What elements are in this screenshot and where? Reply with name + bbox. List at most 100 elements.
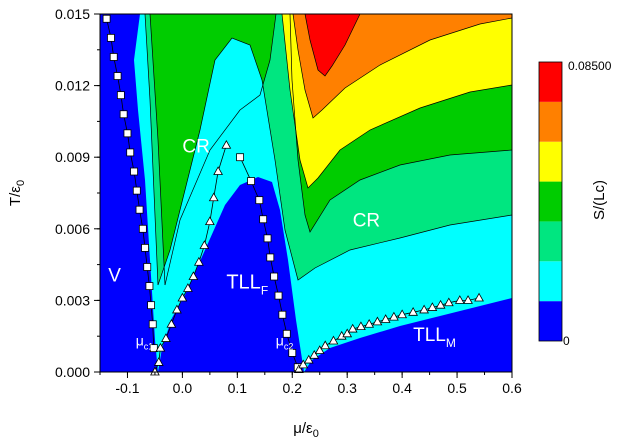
- triangle-marker: [364, 318, 375, 328]
- region-label-subscript: c2: [284, 342, 294, 352]
- square-marker: [119, 110, 128, 119]
- region-label: V: [108, 265, 121, 286]
- colorbar-segment: [539, 141, 562, 182]
- contour-line: [281, 13, 513, 189]
- triangle-marker: [153, 357, 164, 366]
- colorbar-max-label: 0.08500: [568, 59, 612, 73]
- square-marker: [107, 33, 115, 42]
- triangle-marker: [419, 304, 429, 314]
- square-marker: [236, 153, 244, 162]
- colorbar-segment: [539, 101, 562, 142]
- y-tick-label: 0.015: [55, 6, 90, 22]
- square-marker: [135, 205, 144, 214]
- square-marker: [259, 215, 268, 224]
- triangle-marker: [380, 314, 391, 323]
- triangle-marker: [208, 192, 219, 202]
- triangle-marker: [293, 364, 304, 374]
- triangle-marker: [221, 139, 232, 149]
- region-label: μc1: [136, 333, 154, 352]
- x-tick-label: 0.5: [447, 380, 467, 396]
- y-tick-label: 0.006: [55, 221, 90, 237]
- y-axis-title-main: T/ε: [7, 186, 24, 206]
- triangle-marker: [155, 342, 166, 352]
- triangle-marker: [454, 295, 465, 304]
- region-label-text: TLL: [413, 325, 446, 346]
- x-tick-label: 0.2: [283, 380, 303, 396]
- square-marker: [266, 253, 275, 262]
- x-axis: -0.1 0.0 0.1 0.2 0.3 0.4 0.5 0.6: [99, 372, 522, 396]
- colorbar-segment: [539, 261, 562, 302]
- square-marker: [247, 177, 255, 185]
- triangle-marker: [356, 321, 366, 331]
- x-axis-title-sub: 0: [313, 428, 319, 440]
- square-marker: [116, 91, 125, 100]
- triangle-marker: [183, 283, 193, 292]
- colorbar-frame: [538, 61, 563, 342]
- triangle-marker: [372, 316, 383, 326]
- phase-boundary-markers: [102, 14, 484, 376]
- triangle-marker: [314, 345, 325, 354]
- x-tick-label: 0.3: [337, 380, 357, 396]
- x-tick-label: -0.1: [115, 380, 139, 396]
- square-marker: [141, 243, 149, 252]
- contour-line: [164, 13, 277, 286]
- x-tick-label: 0.4: [392, 380, 412, 396]
- band-blue-tllf: [158, 177, 304, 372]
- triangle-marker: [199, 240, 210, 249]
- square-marker: [263, 234, 272, 243]
- contour-line: [304, 13, 361, 77]
- y-axis: 0.000 0.003 0.006 0.009 0.012 0.015: [55, 6, 100, 380]
- triangle-marker: [342, 328, 353, 338]
- triangle-marker: [166, 318, 177, 328]
- triangle-marker: [347, 323, 358, 333]
- triangle-marker: [443, 297, 454, 307]
- region-label-subscript: c1: [144, 342, 154, 352]
- square-marker: [270, 272, 279, 281]
- y-tick-label: 0.003: [55, 292, 90, 308]
- square-marker: [130, 167, 138, 176]
- square-marker: [278, 310, 287, 319]
- triangle-marker: [474, 292, 484, 302]
- region-label-text: TLL: [226, 271, 260, 293]
- band-red: [305, 14, 360, 76]
- square-marker: [109, 53, 118, 61]
- band-blue-tllm: [304, 298, 512, 372]
- region-label-text: V: [108, 265, 121, 286]
- region-label: CR: [182, 136, 209, 157]
- x-tick-label: 0.0: [173, 380, 193, 396]
- y-tick-label: 0.012: [55, 78, 90, 94]
- triangle-marker: [389, 311, 399, 321]
- triangle-marker: [172, 304, 182, 314]
- y-tick-label: 0.009: [55, 149, 90, 165]
- triangle-marker: [463, 295, 473, 304]
- y-axis-title: T/ε0: [7, 180, 27, 206]
- square-marker: [145, 282, 154, 290]
- triangle-marker: [408, 307, 419, 316]
- y-axis-title-sub: 0: [15, 180, 27, 186]
- triangle-marker: [298, 359, 309, 369]
- colorbar: [538, 61, 563, 342]
- region-label: TLLF: [226, 271, 268, 297]
- region-label-text: μ: [276, 333, 284, 349]
- triangle-marker: [328, 335, 339, 345]
- triangle-marker: [177, 292, 188, 302]
- triangle-marker: [193, 256, 204, 266]
- triangle-marker: [320, 340, 331, 350]
- square-marker: [123, 129, 132, 138]
- x-axis-title: μ/ε0: [293, 420, 319, 440]
- triangle-marker: [309, 349, 320, 359]
- triangle-marker: [204, 216, 215, 226]
- square-marker: [288, 349, 297, 357]
- square-marker: [149, 344, 158, 353]
- contour-line: [289, 13, 513, 233]
- colorbar-segment: [539, 301, 562, 341]
- x-tick-label: 0.6: [502, 380, 522, 396]
- colorbar-segment: [539, 62, 562, 102]
- square-marker: [282, 329, 291, 338]
- triangle-marker: [213, 166, 223, 175]
- plot-area: [100, 14, 512, 372]
- triangle-marker: [303, 354, 314, 364]
- triangle-marker: [161, 333, 171, 342]
- colorbar-label: S/(Lc): [591, 180, 608, 220]
- square-marker: [126, 148, 135, 157]
